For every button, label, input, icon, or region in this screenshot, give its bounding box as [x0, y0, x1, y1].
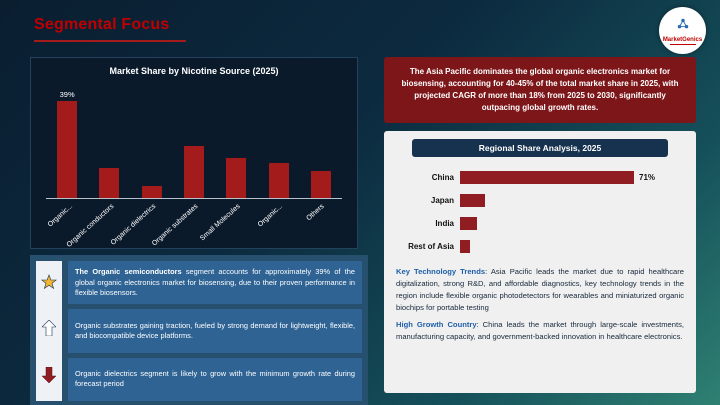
insights-panel: The Organic semiconductors segment accou…	[30, 255, 368, 405]
paragraph-lead: High Growth Country	[396, 319, 477, 329]
logo-rule	[669, 43, 696, 45]
asia-pacific-highlight: The Asia Pacific dominates the global or…	[384, 57, 696, 123]
logo-brand-text: MarketGenics	[662, 36, 703, 43]
down-arrow-icon	[41, 366, 57, 388]
key-technology-trends-paragraph: Key Technology Trends: Asia Pacific lead…	[396, 266, 684, 315]
regional-bar-row: Rest of Asia	[396, 235, 684, 258]
paragraph-body: : China leads the market through large-s…	[396, 319, 684, 341]
page-title: Segmental Focus	[34, 16, 170, 33]
bar-rest-of-asia	[460, 240, 470, 253]
insight-text: Organic dielectrics segment is likely to…	[75, 369, 355, 389]
insight-item-dielectrics: Organic dielectrics segment is likely to…	[68, 357, 362, 401]
region-label: India	[435, 219, 454, 228]
nicotine-share-chart-panel: Market Share by Nicotine Source (2025) 3…	[30, 57, 358, 249]
x-axis-label: Organic substrates	[151, 203, 200, 248]
regional-bar-row: Japan	[396, 189, 684, 212]
bar-slot	[88, 86, 130, 198]
insight-item-semiconductors: The Organic semiconductors segment accou…	[68, 261, 362, 305]
high-growth-country-paragraph: High Growth Country: China leads the mar…	[396, 319, 684, 343]
bar-value-label: 39%	[59, 90, 75, 99]
bar-japan	[460, 194, 485, 207]
bar-slot	[173, 86, 215, 198]
x-axis-label: Organic conductors	[65, 203, 116, 249]
title-underline	[34, 40, 186, 42]
bar-small-molecules	[226, 158, 247, 198]
regional-analysis-panel: Regional Share Analysis, 2025 China 71% Ja…	[384, 131, 696, 393]
insight-rows: The Organic semiconductors segment accou…	[62, 261, 362, 401]
bar-slot	[215, 86, 257, 198]
x-axis-label: Organic dielectrics	[110, 203, 158, 247]
regional-bar-row: China 71%	[396, 166, 684, 189]
x-axis-label: Others	[305, 203, 326, 223]
bar-value-label: 71%	[639, 173, 656, 182]
bar-india	[460, 217, 477, 230]
bar-slot	[257, 86, 299, 198]
region-label: Japan	[430, 196, 454, 205]
bar-organic-dielectrics	[141, 186, 162, 198]
company-logo: MarketGenics	[659, 7, 706, 54]
star-icon	[40, 273, 58, 295]
bar-slot	[300, 86, 342, 198]
x-axis-label: Organic...	[46, 203, 74, 229]
x-axis-label: Small Molecules	[199, 203, 242, 243]
bar-china	[460, 171, 634, 184]
bar-others	[310, 171, 331, 198]
molecule-icon	[676, 17, 690, 36]
bar-slot: 39%	[46, 86, 88, 198]
x-axis-label: Organic...	[256, 203, 284, 229]
region-label: Rest of Asia	[408, 242, 454, 251]
vertical-bar-plot: 39%	[46, 86, 342, 199]
regional-bar-row: India	[396, 212, 684, 235]
horizontal-bar-chart: China 71% Japan India Rest of Asia	[396, 166, 684, 258]
chart-title: Market Share by Nicotine Source (2025)	[109, 66, 279, 76]
bar-slot	[131, 86, 173, 198]
bar-organic-substrates	[183, 146, 204, 198]
insight-text: Organic substrates gaining traction, fue…	[75, 320, 355, 340]
paragraph-lead: Key Technology Trends	[396, 267, 486, 276]
bar-organic-	[57, 101, 78, 198]
insight-bold-lead: The Organic semiconductors	[75, 267, 182, 277]
region-label: China	[431, 173, 454, 182]
up-arrow-icon	[41, 320, 57, 341]
insight-item-substrates: Organic substrates gaining traction, fue…	[68, 309, 362, 353]
insight-text: segment accounts for approximately 39% o…	[75, 267, 355, 297]
bar-organic-conductors	[99, 168, 120, 198]
regional-chart-title: Regional Share Analysis, 2025	[412, 139, 668, 157]
x-axis-labels: Organic... Organic conductors Organic diel…	[46, 203, 342, 253]
insight-icon-strip	[36, 261, 62, 401]
bar-organic-	[268, 163, 289, 198]
paragraph-body: : Asia Pacific leads the market due to r…	[396, 267, 684, 313]
